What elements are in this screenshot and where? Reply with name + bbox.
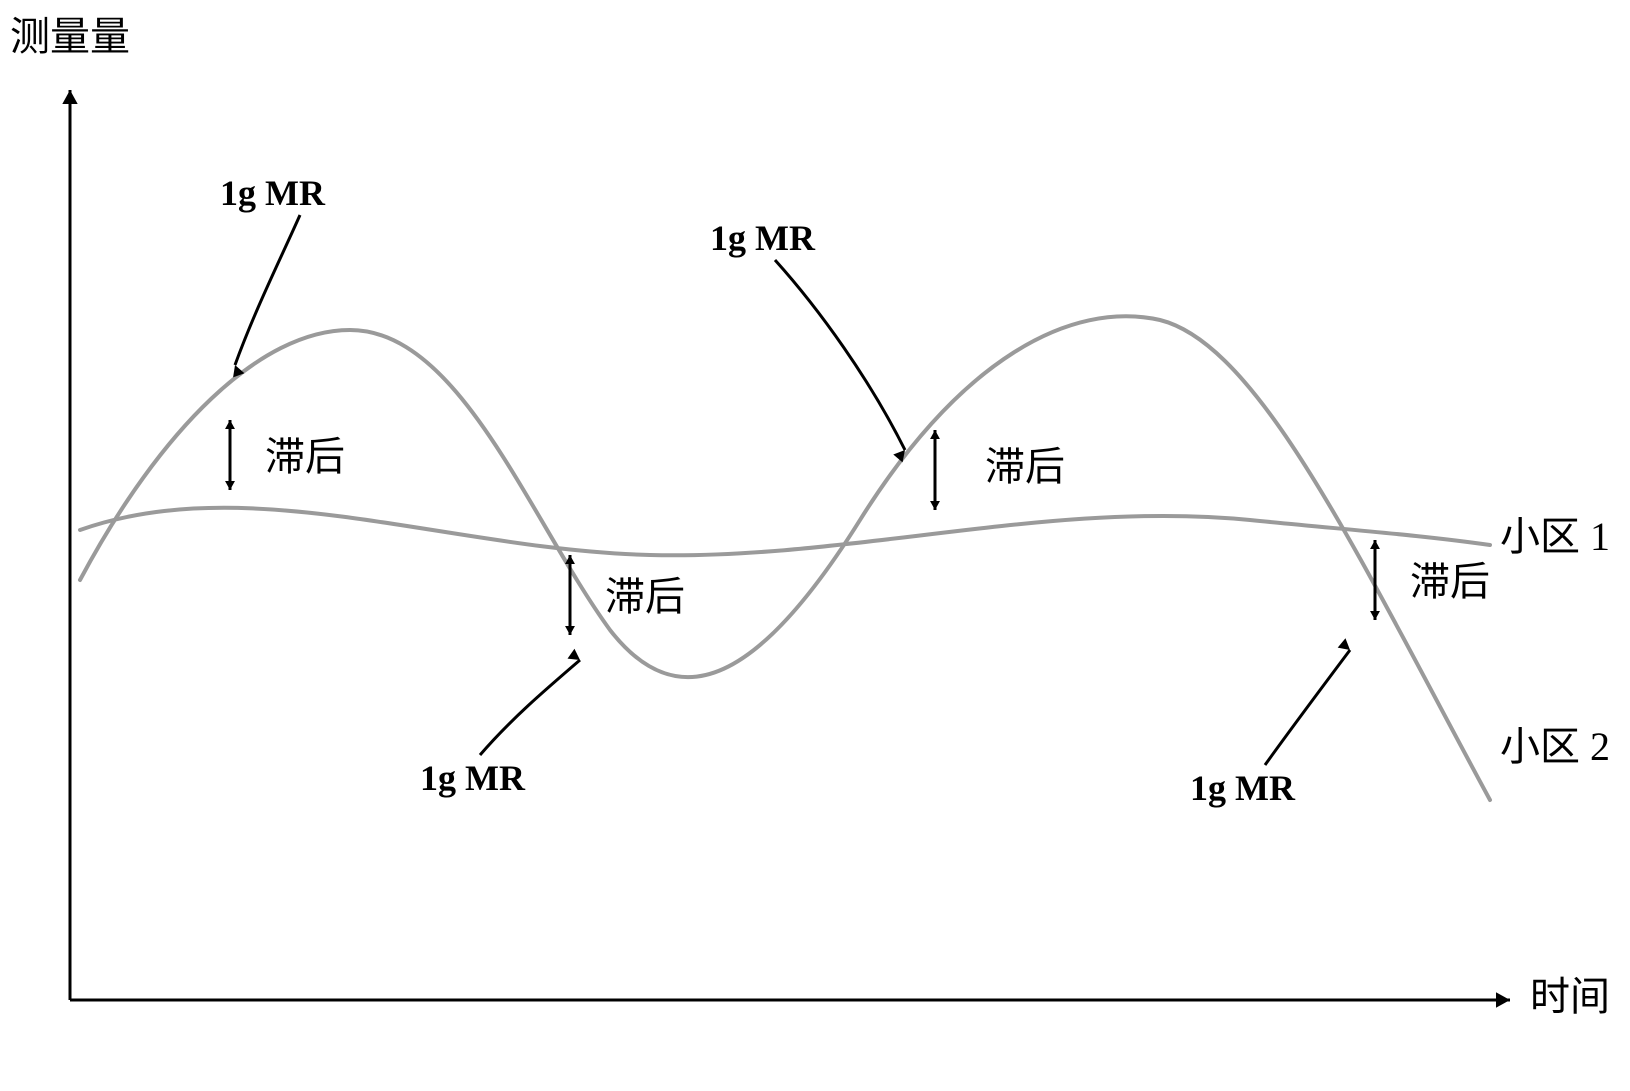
mr-pointer-head-4 [1338,638,1350,650]
cell-2-label: 小区 2 [1500,724,1610,769]
x-axis-arrow [1496,992,1510,1007]
mr-pointer-head-3 [568,649,580,660]
mr-pointer-2 [775,260,905,450]
cell-1-label: 小区 1 [1500,514,1610,559]
mr-pointer-3 [480,660,580,755]
cell-1-curve [80,508,1490,556]
hysteresis-arrow-up-3 [930,430,940,439]
hysteresis-label-3: 滞后 [985,444,1065,489]
hysteresis-arrow-down-3 [930,501,940,510]
hysteresis-arrow-down-4 [1370,611,1380,620]
hysteresis-label-1: 滞后 [265,434,345,479]
hysteresis-arrow-down-2 [565,626,575,635]
y-axis-arrow [62,90,77,104]
mr-label-3: 1g MR [420,758,526,798]
x-axis-label: 时间 [1530,974,1610,1019]
y-axis-label: 测量量 [10,14,130,59]
hysteresis-arrow-down-1 [225,481,235,490]
mr-label-1: 1g MR [220,173,326,213]
hysteresis-label-4: 滞后 [1410,559,1490,604]
hysteresis-arrow-up-1 [225,420,235,429]
cell-2-curve [80,316,1490,800]
mr-pointer-4 [1265,650,1350,765]
hysteresis-label-2: 滞后 [605,574,685,619]
mr-label-4: 1g MR [1190,768,1296,808]
hysteresis-arrow-up-4 [1370,540,1380,549]
mr-label-2: 1g MR [710,218,816,258]
